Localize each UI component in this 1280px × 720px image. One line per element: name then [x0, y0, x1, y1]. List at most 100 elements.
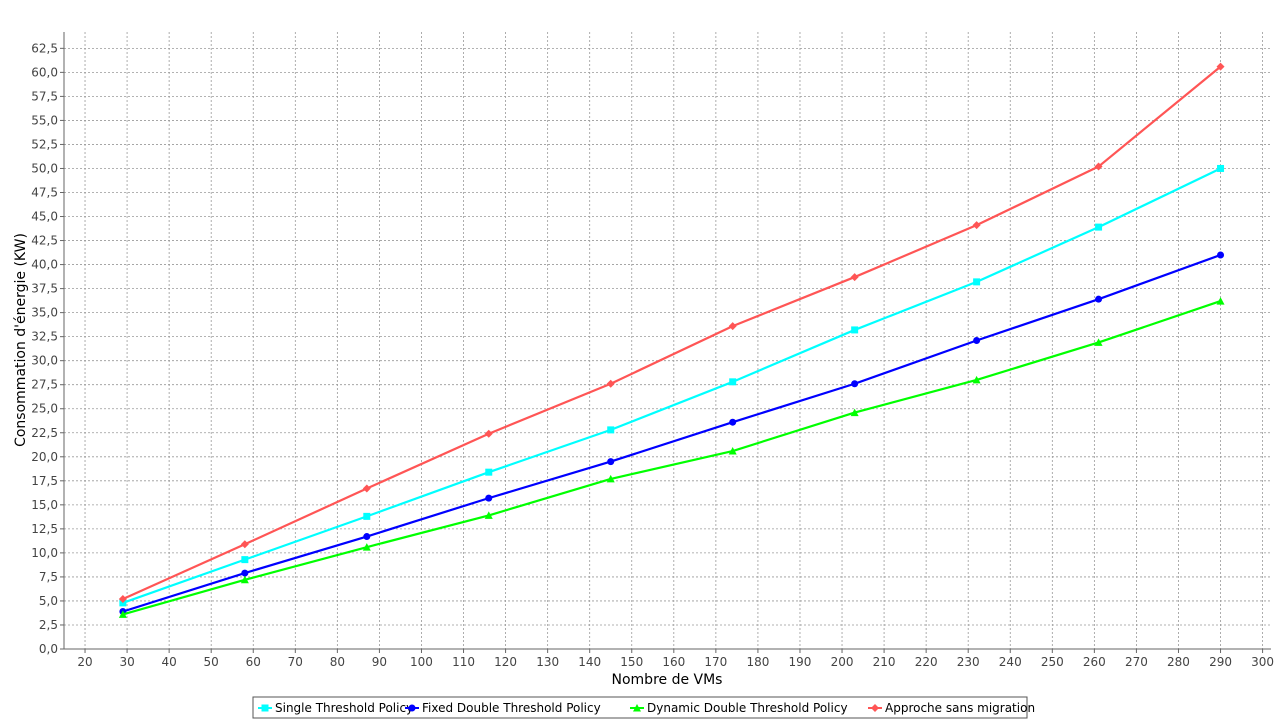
x-tick-label: 60	[246, 655, 261, 669]
x-tick-label: 290	[1209, 655, 1232, 669]
data-point-single-threshold-policy	[485, 468, 493, 476]
y-tick-label: 0,0	[39, 642, 58, 656]
x-tick-label: 190	[789, 655, 812, 669]
data-point-approche-sans-migration	[240, 540, 249, 549]
legend-marker-fixed-double-threshold-policy	[408, 704, 416, 712]
y-tick-label: 50,0	[31, 161, 58, 175]
legend-marker-single-threshold-policy	[261, 704, 269, 712]
x-tick-label: 170	[704, 655, 727, 669]
y-tick-label: 62,5	[31, 41, 58, 55]
data-point-dynamic-double-threshold-policy	[606, 474, 615, 483]
series-line-dynamic-double-threshold-policy	[122, 300, 1221, 616]
x-tick-label: 160	[662, 655, 685, 669]
y-tick-label: 37,5	[31, 282, 58, 296]
y-axis-title: Consommation d'énergie (KW)	[13, 233, 29, 447]
x-tick-label: 150	[620, 655, 643, 669]
data-point-fixed-double-threshold-policy	[973, 337, 981, 344]
data-point-fixed-double-threshold-policy	[1217, 251, 1225, 259]
series-line-single-threshold-policy	[122, 167, 1222, 604]
x-tick-label: 140	[578, 655, 601, 669]
y-tick-label: 2,5	[39, 618, 58, 632]
data-point-dynamic-double-threshold-policy	[728, 447, 737, 455]
data-point-approche-sans-migration	[606, 379, 615, 388]
axes	[60, 32, 1271, 653]
y-tick-label: 35,0	[31, 306, 58, 320]
x-tick-label: 110	[452, 655, 475, 669]
data-point-single-threshold-policy	[241, 556, 249, 564]
x-tick-label: 30	[119, 655, 134, 669]
x-tick-label: 20	[77, 655, 92, 669]
y-tick-label: 5,0	[39, 594, 58, 608]
y-tick-label: 30,0	[31, 354, 58, 368]
data-point-approche-sans-migration	[484, 429, 493, 438]
data-point-dynamic-double-threshold-policy	[1216, 297, 1225, 305]
y-tick-label: 52,5	[31, 137, 58, 151]
y-tick-label: 7,5	[39, 570, 58, 584]
y-tick-label: 27,5	[31, 378, 58, 392]
y-tick-label: 22,5	[31, 426, 58, 440]
data-point-approche-sans-migration	[1094, 162, 1103, 171]
data-point-approche-sans-migration	[118, 595, 127, 604]
y-tick-label: 60,0	[31, 65, 58, 79]
data-point-approche-sans-migration	[972, 221, 981, 230]
x-tick-label: 250	[1041, 655, 1064, 669]
y-tick-label: 25,0	[31, 402, 58, 416]
y-tick-label: 17,5	[31, 474, 58, 488]
x-tick-label: 130	[536, 655, 559, 669]
data-point-approche-sans-migration	[728, 322, 737, 331]
data-point-single-threshold-policy	[1095, 223, 1103, 231]
data-point-fixed-double-threshold-policy	[363, 533, 371, 541]
series-line-fixed-double-threshold-policy	[122, 253, 1221, 613]
data-point-fixed-double-threshold-policy	[1095, 295, 1103, 303]
data-point-dynamic-double-threshold-policy	[362, 543, 371, 551]
x-tick-label: 100	[410, 655, 433, 669]
data-point-dynamic-double-threshold-policy	[484, 511, 493, 519]
data-point-single-threshold-policy	[363, 512, 371, 520]
series-fixed-double-threshold-policy	[119, 251, 1225, 616]
data-point-fixed-double-threshold-policy	[485, 494, 493, 502]
x-tick-label: 180	[746, 655, 769, 669]
legend-marker-approche-sans-migration	[871, 704, 879, 712]
data-point-single-threshold-policy	[1217, 164, 1225, 172]
y-tick-label: 55,0	[31, 113, 58, 127]
x-tick-label: 200	[831, 655, 854, 669]
y-tick-label: 32,5	[31, 330, 58, 344]
y-tick-label: 15,0	[31, 498, 58, 512]
y-tick-label: 10,0	[31, 546, 58, 560]
data-point-fixed-double-threshold-policy	[607, 458, 615, 466]
x-tick-label: 240	[999, 655, 1022, 669]
x-tick-label: 230	[957, 655, 980, 669]
y-tick-label: 20,0	[31, 450, 58, 464]
y-tick-labels: 0,0 2,5 5,0 7,5 10,0 12,5 15,0 17,5 20,0 22,5 25,0…	[31, 41, 58, 656]
legend-label-fixed-double-threshold-policy: Fixed Double Threshold Policy	[422, 701, 601, 715]
x-tick-label: 80	[330, 655, 345, 669]
y-tick-label: 47,5	[31, 185, 58, 199]
y-tick-label: 45,0	[31, 210, 58, 224]
x-tick-labels: 20 30 40 50 60 70 80 90 100 110 120 130 140 150 160 170…	[77, 655, 1274, 669]
y-tick-label: 42,5	[31, 234, 58, 248]
x-tick-label: 90	[372, 655, 387, 669]
y-tick-label: 40,0	[31, 258, 58, 272]
x-tick-label: 50	[204, 655, 219, 669]
legend-label-dynamic-double-threshold-policy: Dynamic Double Threshold Policy	[647, 701, 848, 715]
data-point-fixed-double-threshold-policy	[241, 569, 249, 577]
series-lines	[118, 62, 1225, 618]
data-point-dynamic-double-threshold-policy	[850, 408, 859, 417]
x-tick-label: 210	[873, 655, 896, 669]
x-tick-label: 270	[1125, 655, 1148, 669]
data-point-single-threshold-policy	[851, 326, 859, 334]
data-point-dynamic-double-threshold-policy	[1094, 338, 1103, 346]
data-point-approche-sans-migration	[850, 273, 859, 282]
legend-label-single-threshold-policy: Single Threshold Policy	[275, 701, 413, 715]
x-tick-label: 220	[915, 655, 938, 669]
data-point-single-threshold-policy	[973, 278, 981, 286]
x-tick-label: 70	[288, 655, 303, 669]
x-tick-label: 120	[494, 655, 517, 669]
y-tick-label: 12,5	[31, 522, 58, 536]
data-point-dynamic-double-threshold-policy	[118, 610, 127, 618]
series-dynamic-double-threshold-policy	[118, 297, 1225, 618]
data-point-approche-sans-migration	[1216, 62, 1225, 71]
x-tick-label: 40	[161, 655, 176, 669]
series-line-approche-sans-migration	[122, 65, 1222, 601]
